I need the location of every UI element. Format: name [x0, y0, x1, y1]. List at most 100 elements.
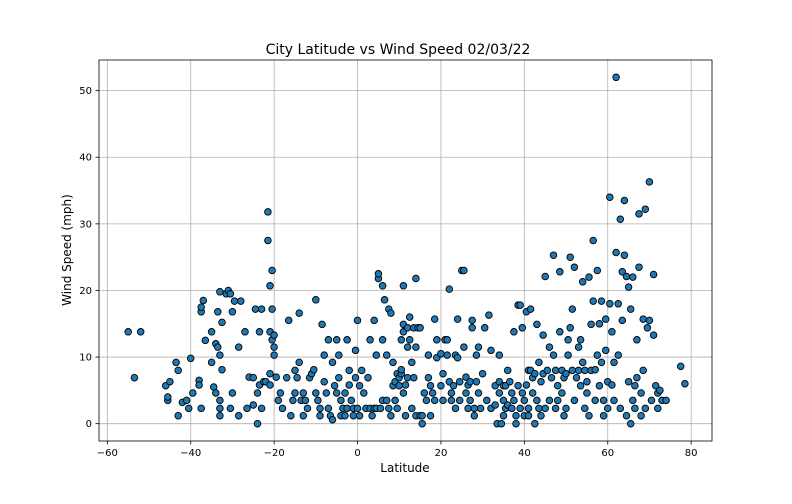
- data-point: [353, 316, 362, 325]
- data-point: [276, 389, 285, 397]
- data-point: [551, 404, 560, 413]
- data-point: [389, 358, 397, 367]
- y-axis-ticks: 0 10 20 30 40 50: [79, 86, 99, 430]
- data-point: [518, 324, 527, 332]
- data-point: [395, 381, 403, 390]
- data-point: [616, 404, 625, 413]
- data-point: [447, 396, 456, 405]
- data-point: [578, 278, 587, 286]
- data-point: [516, 404, 524, 413]
- data-point: [380, 296, 389, 304]
- data-point: [541, 272, 549, 281]
- data-point: [589, 297, 597, 305]
- data-point: [443, 336, 451, 344]
- data-point: [412, 343, 420, 351]
- data-point: [576, 336, 585, 344]
- data-point: [633, 336, 641, 344]
- data-point: [166, 377, 174, 386]
- data-point: [614, 351, 622, 359]
- data-point: [335, 373, 343, 382]
- data-point: [310, 365, 318, 374]
- data-point: [472, 377, 481, 386]
- data-point: [549, 251, 558, 259]
- data-point: [343, 404, 351, 413]
- data-point: [553, 381, 562, 390]
- y-tick-label: 10: [79, 353, 92, 364]
- data-point: [612, 73, 620, 82]
- data-point: [522, 381, 531, 389]
- data-point: [293, 373, 301, 382]
- data-point: [443, 351, 451, 359]
- data-point: [535, 358, 543, 367]
- data-point: [535, 404, 543, 413]
- data-point: [184, 404, 193, 413]
- data-point: [368, 411, 376, 420]
- x-axis-label: Latitude: [380, 461, 429, 475]
- data-point: [649, 270, 658, 279]
- data-point: [330, 381, 339, 390]
- data-point: [514, 381, 522, 390]
- data-point: [124, 328, 132, 336]
- data-point: [612, 248, 620, 257]
- y-tick-label: 20: [79, 286, 92, 297]
- data-point: [597, 297, 606, 305]
- data-point: [430, 396, 439, 405]
- data-point: [320, 351, 328, 359]
- data-point: [585, 273, 593, 281]
- data-point: [366, 336, 374, 344]
- data-point: [351, 346, 360, 355]
- data-point: [270, 351, 278, 359]
- data-point: [226, 290, 235, 298]
- data-point: [303, 404, 312, 413]
- data-point: [480, 324, 489, 332]
- data-point: [468, 324, 476, 332]
- data-point: [251, 305, 260, 313]
- data-point: [164, 393, 172, 401]
- data-point: [287, 411, 295, 420]
- data-point: [437, 381, 445, 390]
- data-point: [216, 404, 224, 413]
- data-point: [345, 366, 353, 375]
- data-point: [455, 396, 464, 405]
- data-point: [583, 389, 591, 397]
- data-point: [483, 396, 491, 405]
- data-point: [524, 404, 533, 413]
- data-point: [656, 386, 664, 395]
- data-point: [531, 369, 539, 378]
- data-point: [581, 366, 589, 375]
- data-point: [506, 377, 514, 386]
- data-points: [124, 73, 689, 428]
- data-point: [418, 411, 426, 420]
- data-point: [372, 351, 381, 359]
- data-point: [681, 379, 689, 388]
- data-point: [364, 373, 372, 382]
- data-point: [397, 365, 406, 374]
- data-point: [399, 282, 408, 290]
- data-point: [608, 328, 616, 336]
- data-point: [635, 263, 643, 271]
- data-point: [439, 369, 447, 378]
- chart-title: City Latitude vs Wind Speed 02/03/22: [266, 42, 531, 58]
- data-point: [487, 346, 495, 355]
- data-point: [606, 300, 614, 308]
- data-point: [207, 328, 216, 336]
- data-point: [462, 373, 470, 381]
- data-point: [201, 336, 210, 345]
- data-point: [568, 366, 577, 375]
- data-point: [230, 297, 239, 305]
- data-point: [274, 396, 283, 405]
- data-point: [662, 396, 670, 405]
- data-point: [433, 336, 441, 344]
- data-point: [270, 331, 278, 339]
- x-tick-label: 80: [685, 448, 698, 459]
- data-point: [635, 210, 643, 218]
- data-point: [539, 331, 547, 339]
- data-point: [347, 396, 356, 405]
- data-point: [322, 389, 331, 397]
- y-tick-label: 50: [79, 86, 92, 97]
- data-point: [403, 373, 412, 382]
- data-point: [291, 389, 299, 397]
- data-point: [466, 396, 474, 405]
- data-point: [385, 404, 393, 413]
- data-point: [447, 389, 456, 397]
